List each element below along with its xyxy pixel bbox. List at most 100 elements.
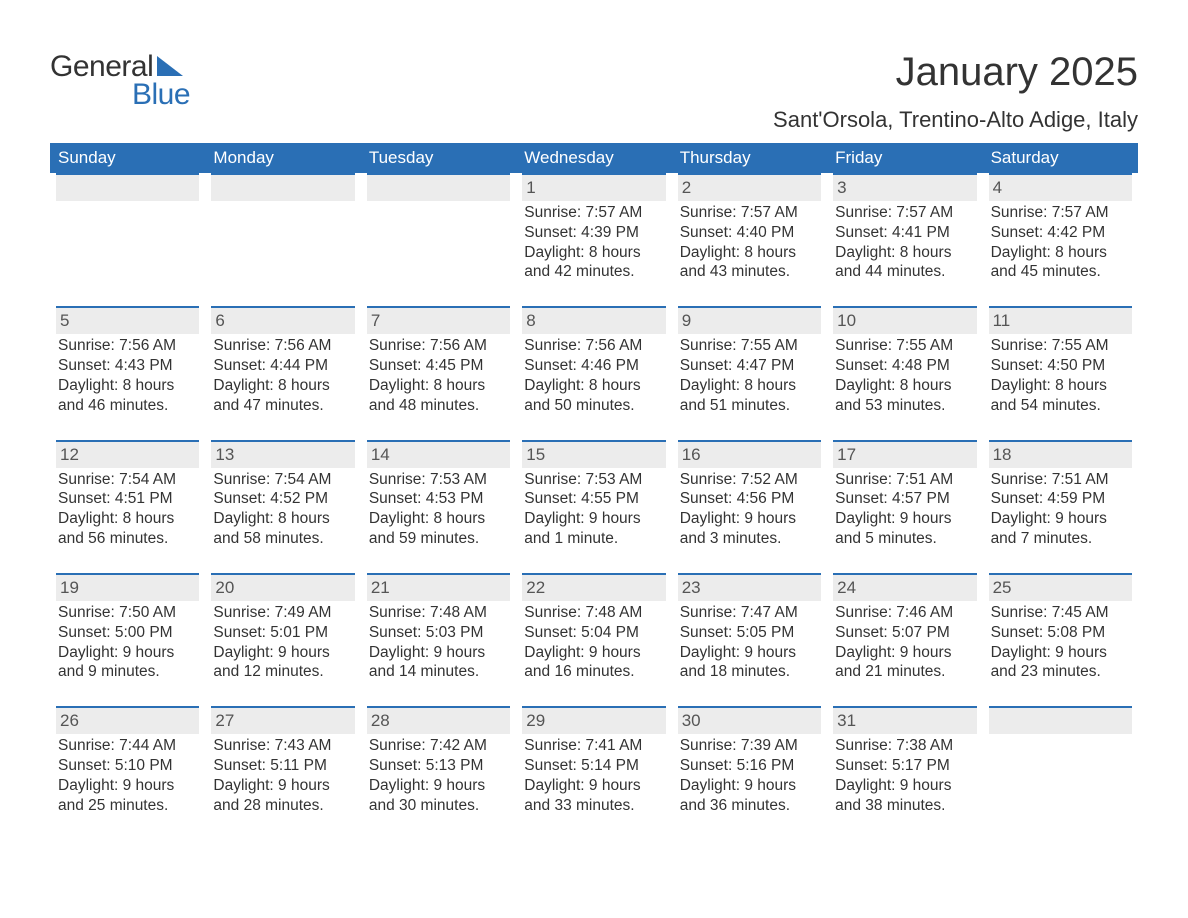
daylight-text: Daylight: 8 hours and 44 minutes. bbox=[835, 243, 974, 283]
day-number: 24 bbox=[833, 573, 976, 601]
sunset-text: Sunset: 4:44 PM bbox=[213, 356, 352, 376]
day-info: Sunrise: 7:53 AMSunset: 4:55 PMDaylight:… bbox=[522, 468, 665, 549]
day-info: Sunrise: 7:56 AMSunset: 4:46 PMDaylight:… bbox=[522, 334, 665, 415]
day-info: Sunrise: 7:43 AMSunset: 5:11 PMDaylight:… bbox=[211, 734, 354, 815]
weekday-header: Friday bbox=[827, 143, 982, 173]
day-info: Sunrise: 7:55 AMSunset: 4:48 PMDaylight:… bbox=[833, 334, 976, 415]
sunset-text: Sunset: 4:57 PM bbox=[835, 489, 974, 509]
day-number: 2 bbox=[678, 173, 821, 201]
day-info: Sunrise: 7:49 AMSunset: 5:01 PMDaylight:… bbox=[211, 601, 354, 682]
day-info: Sunrise: 7:54 AMSunset: 4:52 PMDaylight:… bbox=[211, 468, 354, 549]
day-info: Sunrise: 7:51 AMSunset: 4:57 PMDaylight:… bbox=[833, 468, 976, 549]
sunrise-text: Sunrise: 7:57 AM bbox=[524, 203, 663, 223]
day-cell: 4Sunrise: 7:57 AMSunset: 4:42 PMDaylight… bbox=[983, 173, 1138, 306]
day-number: 19 bbox=[56, 573, 199, 601]
sunrise-text: Sunrise: 7:49 AM bbox=[213, 603, 352, 623]
sunset-text: Sunset: 5:07 PM bbox=[835, 623, 974, 643]
week-row: 26Sunrise: 7:44 AMSunset: 5:10 PMDayligh… bbox=[50, 706, 1138, 839]
daylight-text: Daylight: 9 hours and 5 minutes. bbox=[835, 509, 974, 549]
week-row: 5Sunrise: 7:56 AMSunset: 4:43 PMDaylight… bbox=[50, 306, 1138, 439]
daylight-text: Daylight: 9 hours and 23 minutes. bbox=[991, 643, 1130, 683]
sunset-text: Sunset: 5:08 PM bbox=[991, 623, 1130, 643]
sunset-text: Sunset: 4:50 PM bbox=[991, 356, 1130, 376]
day-cell: 27Sunrise: 7:43 AMSunset: 5:11 PMDayligh… bbox=[205, 706, 360, 839]
sunset-text: Sunset: 5:10 PM bbox=[58, 756, 197, 776]
daylight-text: Daylight: 9 hours and 36 minutes. bbox=[680, 776, 819, 816]
sunset-text: Sunset: 5:04 PM bbox=[524, 623, 663, 643]
day-cell: 12Sunrise: 7:54 AMSunset: 4:51 PMDayligh… bbox=[50, 440, 205, 573]
day-number: 20 bbox=[211, 573, 354, 601]
day-info: Sunrise: 7:57 AMSunset: 4:40 PMDaylight:… bbox=[678, 201, 821, 282]
weekday-header-row: Sunday Monday Tuesday Wednesday Thursday… bbox=[50, 143, 1138, 173]
day-cell: 10Sunrise: 7:55 AMSunset: 4:48 PMDayligh… bbox=[827, 306, 982, 439]
daylight-text: Daylight: 8 hours and 58 minutes. bbox=[213, 509, 352, 549]
logo-word2: Blue bbox=[132, 78, 190, 112]
day-number: 26 bbox=[56, 706, 199, 734]
day-info: Sunrise: 7:46 AMSunset: 5:07 PMDaylight:… bbox=[833, 601, 976, 682]
sunset-text: Sunset: 5:16 PM bbox=[680, 756, 819, 776]
week-row: 19Sunrise: 7:50 AMSunset: 5:00 PMDayligh… bbox=[50, 573, 1138, 706]
week-row: 12Sunrise: 7:54 AMSunset: 4:51 PMDayligh… bbox=[50, 440, 1138, 573]
daylight-text: Daylight: 8 hours and 51 minutes. bbox=[680, 376, 819, 416]
sunrise-text: Sunrise: 7:54 AM bbox=[58, 470, 197, 490]
day-info: Sunrise: 7:56 AMSunset: 4:45 PMDaylight:… bbox=[367, 334, 510, 415]
page-header: General Blue January 2025 Sant'Orsola, T… bbox=[50, 50, 1138, 133]
weekday-header: Tuesday bbox=[361, 143, 516, 173]
day-number: 13 bbox=[211, 440, 354, 468]
day-number: 28 bbox=[367, 706, 510, 734]
weekday-header: Wednesday bbox=[516, 143, 671, 173]
daylight-text: Daylight: 9 hours and 21 minutes. bbox=[835, 643, 974, 683]
sunrise-text: Sunrise: 7:53 AM bbox=[369, 470, 508, 490]
daylight-text: Daylight: 9 hours and 18 minutes. bbox=[680, 643, 819, 683]
daylight-text: Daylight: 8 hours and 46 minutes. bbox=[58, 376, 197, 416]
day-number: 21 bbox=[367, 573, 510, 601]
sunrise-text: Sunrise: 7:48 AM bbox=[524, 603, 663, 623]
day-number: 16 bbox=[678, 440, 821, 468]
day-info: Sunrise: 7:45 AMSunset: 5:08 PMDaylight:… bbox=[989, 601, 1132, 682]
day-number: 30 bbox=[678, 706, 821, 734]
day-info: Sunrise: 7:51 AMSunset: 4:59 PMDaylight:… bbox=[989, 468, 1132, 549]
daylight-text: Daylight: 8 hours and 53 minutes. bbox=[835, 376, 974, 416]
day-info: Sunrise: 7:48 AMSunset: 5:03 PMDaylight:… bbox=[367, 601, 510, 682]
logo: General Blue bbox=[50, 50, 190, 112]
day-number: 11 bbox=[989, 306, 1132, 334]
daylight-text: Daylight: 8 hours and 59 minutes. bbox=[369, 509, 508, 549]
daylight-text: Daylight: 9 hours and 33 minutes. bbox=[524, 776, 663, 816]
day-info: Sunrise: 7:39 AMSunset: 5:16 PMDaylight:… bbox=[678, 734, 821, 815]
sunset-text: Sunset: 5:17 PM bbox=[835, 756, 974, 776]
sunrise-text: Sunrise: 7:38 AM bbox=[835, 736, 974, 756]
day-number: 6 bbox=[211, 306, 354, 334]
day-cell: 5Sunrise: 7:56 AMSunset: 4:43 PMDaylight… bbox=[50, 306, 205, 439]
sunrise-text: Sunrise: 7:51 AM bbox=[835, 470, 974, 490]
sunset-text: Sunset: 4:53 PM bbox=[369, 489, 508, 509]
day-info: Sunrise: 7:56 AMSunset: 4:43 PMDaylight:… bbox=[56, 334, 199, 415]
day-number: 4 bbox=[989, 173, 1132, 201]
day-info: Sunrise: 7:48 AMSunset: 5:04 PMDaylight:… bbox=[522, 601, 665, 682]
week-row: 1Sunrise: 7:57 AMSunset: 4:39 PMDaylight… bbox=[50, 173, 1138, 306]
sunrise-text: Sunrise: 7:41 AM bbox=[524, 736, 663, 756]
daylight-text: Daylight: 8 hours and 45 minutes. bbox=[991, 243, 1130, 283]
daylight-text: Daylight: 8 hours and 56 minutes. bbox=[58, 509, 197, 549]
daylight-text: Daylight: 9 hours and 3 minutes. bbox=[680, 509, 819, 549]
day-info: Sunrise: 7:47 AMSunset: 5:05 PMDaylight:… bbox=[678, 601, 821, 682]
day-info: Sunrise: 7:54 AMSunset: 4:51 PMDaylight:… bbox=[56, 468, 199, 549]
daylight-text: Daylight: 8 hours and 48 minutes. bbox=[369, 376, 508, 416]
day-number: 22 bbox=[522, 573, 665, 601]
sunset-text: Sunset: 5:11 PM bbox=[213, 756, 352, 776]
sunset-text: Sunset: 4:46 PM bbox=[524, 356, 663, 376]
sunset-text: Sunset: 4:41 PM bbox=[835, 223, 974, 243]
title-block: January 2025 Sant'Orsola, Trentino-Alto … bbox=[773, 50, 1138, 133]
sunset-text: Sunset: 5:05 PM bbox=[680, 623, 819, 643]
daylight-text: Daylight: 9 hours and 28 minutes. bbox=[213, 776, 352, 816]
day-number: 14 bbox=[367, 440, 510, 468]
sunset-text: Sunset: 4:45 PM bbox=[369, 356, 508, 376]
daylight-text: Daylight: 9 hours and 12 minutes. bbox=[213, 643, 352, 683]
day-number: 27 bbox=[211, 706, 354, 734]
sunrise-text: Sunrise: 7:42 AM bbox=[369, 736, 508, 756]
day-info: Sunrise: 7:57 AMSunset: 4:39 PMDaylight:… bbox=[522, 201, 665, 282]
day-cell: 13Sunrise: 7:54 AMSunset: 4:52 PMDayligh… bbox=[205, 440, 360, 573]
day-number: 8 bbox=[522, 306, 665, 334]
day-cell bbox=[50, 173, 205, 306]
daylight-text: Daylight: 8 hours and 47 minutes. bbox=[213, 376, 352, 416]
daylight-text: Daylight: 9 hours and 38 minutes. bbox=[835, 776, 974, 816]
